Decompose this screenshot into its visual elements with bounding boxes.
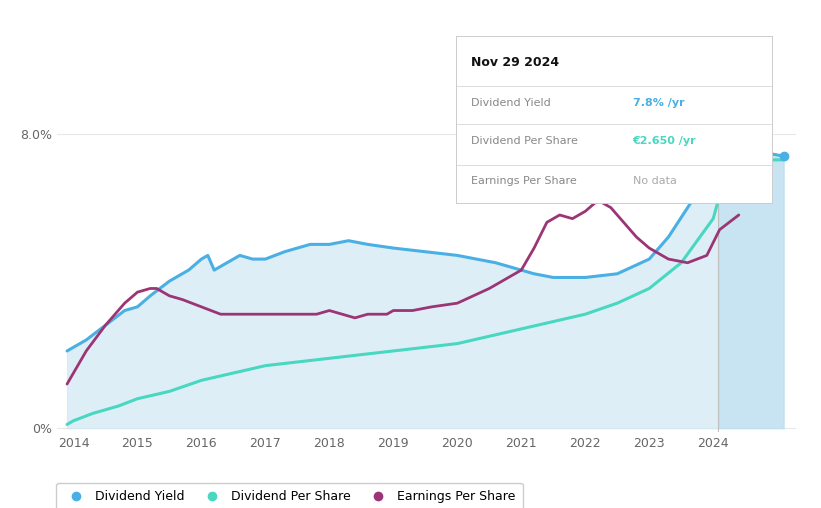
Text: No data: No data: [633, 176, 677, 186]
Text: Earnings Per Share: Earnings Per Share: [471, 176, 577, 186]
Text: Past: Past: [723, 105, 746, 115]
Text: €2.650 /yr: €2.650 /yr: [633, 136, 696, 146]
Legend: Dividend Yield, Dividend Per Share, Earnings Per Share: Dividend Yield, Dividend Per Share, Earn…: [57, 483, 523, 508]
Text: Dividend Per Share: Dividend Per Share: [471, 136, 578, 146]
Text: 7.8% /yr: 7.8% /yr: [633, 98, 684, 108]
Text: Nov 29 2024: Nov 29 2024: [471, 56, 560, 69]
Text: Dividend Yield: Dividend Yield: [471, 98, 551, 108]
